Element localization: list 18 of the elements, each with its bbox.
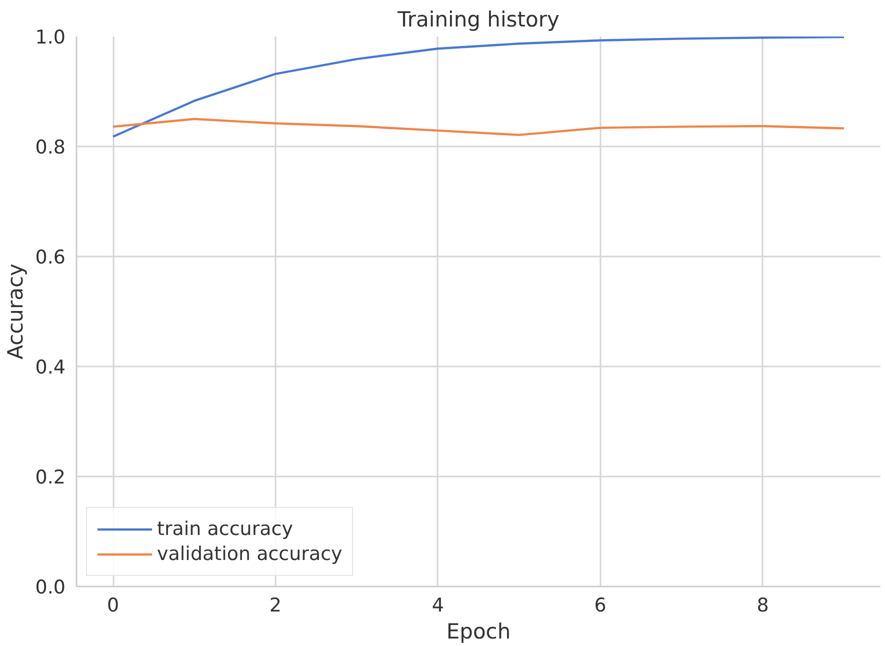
x-tick-label: 8 [756,594,769,616]
line-series [112,36,846,138]
chart-title: Training history [396,8,560,32]
y-axis-title: Accuracy [3,264,28,360]
x-axis-title: Epoch [446,620,511,644]
legend-label: train accuracy [157,518,293,540]
legend-label: validation accuracy [157,543,342,565]
y-tick-label: 0.6 [35,246,66,268]
y-tick-label: 1.0 [35,26,66,48]
y-tick-label: 0.4 [35,356,66,378]
x-tick-label: 4 [432,594,444,616]
y-tick-label: 0.8 [35,136,66,158]
x-tick-label: 0 [107,594,120,616]
x-tick-label: 2 [269,594,282,616]
y-tick-label: 0.2 [35,466,66,488]
line-series [112,118,846,136]
x-tick-label: 6 [594,594,606,616]
y-tick-label: 0.0 [35,576,66,598]
